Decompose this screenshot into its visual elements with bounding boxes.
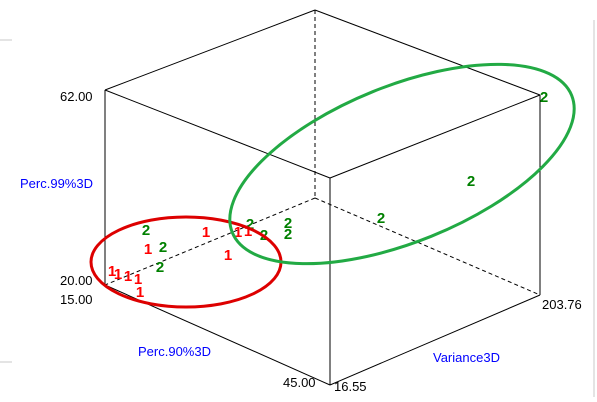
- y-tick-min: 16.55: [334, 379, 367, 394]
- z-tick-min: 20.00: [60, 273, 93, 288]
- point-marker-1: 1: [144, 241, 152, 258]
- point-marker-1: 1: [136, 284, 144, 301]
- point-marker-1: 1: [134, 271, 142, 288]
- point-marker-1: 1: [108, 263, 116, 280]
- annotation-ellipses: [89, 62, 576, 309]
- x-tick-max: 45.00: [283, 375, 316, 390]
- red-ellipse-annotation: [89, 215, 283, 309]
- point-marker-2: 2: [467, 173, 475, 190]
- point-marker-1: 1: [224, 247, 232, 264]
- point-marker-1: 1: [124, 268, 132, 285]
- z-tick-max: 62.00: [60, 89, 93, 104]
- z-axis-label: Perc.99%3D: [20, 176, 93, 191]
- point-marker-2: 2: [159, 239, 167, 256]
- point-marker-1: 1: [244, 223, 252, 240]
- x-tick-min: 15.00: [60, 292, 93, 307]
- cube-hidden-edge-FG: [314, 197, 541, 296]
- point-marker-1: 1: [234, 224, 242, 241]
- cube-hidden-edge-FE: [104, 197, 316, 286]
- point-marker-2: 2: [540, 89, 548, 106]
- point-marker-2: 2: [142, 222, 150, 239]
- green-ellipse-annotation: [228, 62, 576, 266]
- point-marker-2: 2: [284, 215, 292, 232]
- x-axis-label: Perc.90%3D: [138, 344, 211, 359]
- point-marker-1: 1: [114, 266, 122, 283]
- y-tick-max: 203.76: [542, 297, 582, 312]
- point-marker-2: 2: [156, 259, 164, 276]
- point-marker-2: 2: [284, 226, 292, 243]
- cube-edge-HG: [329, 294, 541, 386]
- point-marker-2: 2: [246, 216, 254, 233]
- point-marker-1: 1: [202, 224, 210, 241]
- cube-edge-AB: [104, 9, 316, 91]
- point-marker-2: 2: [377, 210, 385, 227]
- y-axis-label: Variance3D: [433, 350, 500, 365]
- cube-edge-CD: [329, 94, 541, 179]
- cube-edge-BC: [314, 9, 541, 96]
- cube-edge-DA: [104, 89, 331, 179]
